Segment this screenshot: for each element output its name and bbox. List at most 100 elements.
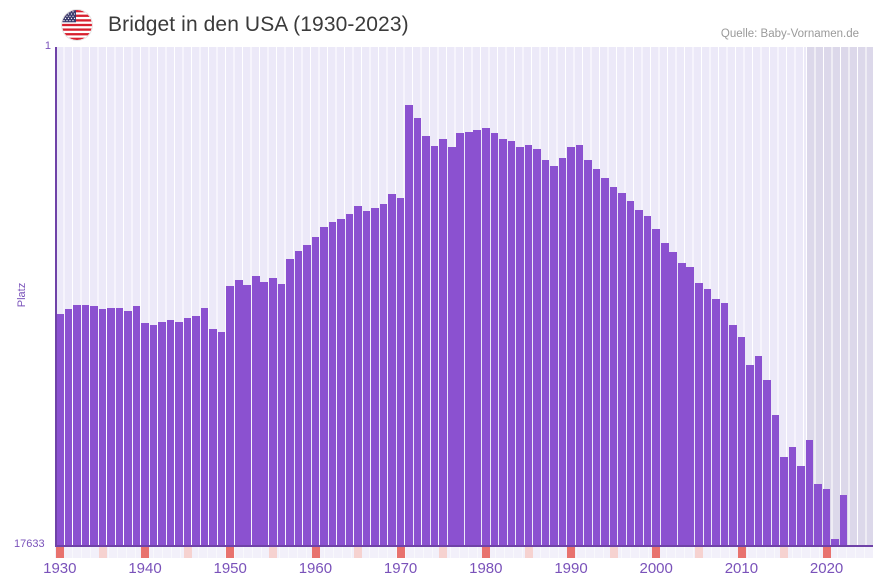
bar-2022[interactable] (839, 495, 848, 545)
bar-1981[interactable] (490, 133, 499, 545)
bar-1991[interactable] (575, 145, 584, 545)
bar-1982[interactable] (499, 139, 507, 545)
bar-1960[interactable] (311, 237, 320, 545)
bar-1999[interactable] (643, 216, 652, 545)
bar-1959[interactable] (303, 245, 311, 545)
bar-1954[interactable] (260, 282, 269, 545)
bar-1949[interactable] (217, 332, 226, 545)
bar-1946[interactable] (192, 316, 200, 545)
bar-2013[interactable] (763, 380, 771, 545)
bar-1951[interactable] (234, 280, 243, 545)
bar-1957[interactable] (286, 259, 294, 545)
bar-1936[interactable] (107, 308, 115, 545)
bar-1968[interactable] (379, 204, 388, 545)
bar-1974[interactable] (430, 146, 439, 545)
bar-2020[interactable] (822, 489, 831, 545)
us-flag-icon (62, 10, 92, 40)
bar-1939[interactable] (132, 306, 141, 545)
bar-1937[interactable] (115, 308, 124, 545)
bar-2021[interactable] (831, 539, 839, 545)
x-tick-mark-1950 (226, 547, 235, 558)
bar-1934[interactable] (90, 306, 98, 545)
bar-1973[interactable] (422, 136, 430, 545)
bar-1987[interactable] (541, 160, 550, 545)
bar-1932[interactable] (73, 305, 81, 545)
bar-1972[interactable] (413, 118, 422, 545)
bar-2016[interactable] (788, 447, 797, 545)
bar-1995[interactable] (609, 187, 618, 545)
x-tick-label-2020: 2020 (809, 560, 844, 577)
bar-1977[interactable] (456, 133, 465, 545)
bar-1971[interactable] (405, 105, 413, 545)
bar-2015[interactable] (780, 457, 788, 545)
bar-1944[interactable] (175, 322, 183, 545)
bar-1952[interactable] (243, 285, 252, 545)
bar-2007[interactable] (712, 299, 720, 545)
bar-2008[interactable] (720, 303, 729, 545)
bar-1969[interactable] (388, 194, 396, 545)
bar-series-layer (55, 47, 873, 545)
bar-1935[interactable] (98, 309, 107, 545)
bar-1976[interactable] (447, 147, 456, 545)
bar-1988[interactable] (550, 166, 558, 545)
bar-1940[interactable] (141, 323, 149, 545)
bar-1963[interactable] (337, 219, 345, 545)
bar-2005[interactable] (695, 283, 703, 545)
bar-1958[interactable] (294, 251, 303, 545)
bar-1966[interactable] (362, 211, 371, 545)
bar-1994[interactable] (601, 178, 609, 545)
bar-1930[interactable] (56, 314, 64, 545)
bar-1978[interactable] (464, 132, 473, 545)
x-tick-label-1960: 1960 (298, 560, 333, 577)
bar-1953[interactable] (251, 276, 260, 545)
bar-1979[interactable] (473, 130, 482, 545)
bar-1948[interactable] (209, 329, 217, 545)
bar-1943[interactable] (166, 320, 175, 545)
bar-1955[interactable] (269, 278, 277, 545)
bar-1956[interactable] (277, 284, 286, 545)
bar-1996[interactable] (618, 193, 626, 545)
bar-2011[interactable] (746, 365, 754, 545)
bar-1986[interactable] (533, 149, 541, 545)
bar-1984[interactable] (516, 147, 524, 545)
bar-1961[interactable] (320, 227, 328, 545)
bar-1931[interactable] (64, 309, 73, 545)
x-tick-mark-2000 (652, 547, 661, 558)
bar-1938[interactable] (124, 311, 132, 545)
bar-1962[interactable] (328, 222, 337, 545)
bar-2012[interactable] (754, 356, 763, 545)
bar-1990[interactable] (567, 147, 575, 545)
bar-2017[interactable] (797, 466, 805, 545)
bar-2003[interactable] (677, 263, 686, 545)
bar-2009[interactable] (729, 325, 737, 545)
bar-2010[interactable] (737, 337, 746, 545)
bar-1933[interactable] (81, 305, 90, 545)
bar-2019[interactable] (814, 484, 822, 545)
bar-1989[interactable] (558, 158, 567, 545)
bar-1998[interactable] (635, 210, 643, 545)
bar-1941[interactable] (149, 325, 158, 545)
bar-1983[interactable] (507, 141, 516, 545)
bar-1964[interactable] (345, 214, 354, 545)
bar-1945[interactable] (183, 318, 192, 545)
bar-2000[interactable] (652, 229, 660, 545)
bar-2002[interactable] (669, 252, 678, 545)
bar-2014[interactable] (771, 415, 780, 545)
bar-1975[interactable] (439, 139, 447, 545)
bar-1993[interactable] (592, 169, 601, 545)
bar-1992[interactable] (584, 160, 592, 545)
bar-1985[interactable] (524, 145, 533, 545)
bar-2006[interactable] (703, 289, 712, 545)
bar-1967[interactable] (371, 208, 379, 545)
bar-1942[interactable] (158, 322, 166, 545)
bar-2018[interactable] (805, 440, 814, 545)
bar-1947[interactable] (200, 308, 209, 545)
bar-1950[interactable] (226, 286, 234, 545)
bar-2001[interactable] (660, 243, 669, 545)
bar-1997[interactable] (626, 201, 635, 545)
bar-1980[interactable] (482, 128, 490, 545)
bar-1970[interactable] (396, 198, 405, 545)
bar-2004[interactable] (686, 267, 695, 545)
x-tick-label-1940: 1940 (128, 560, 162, 577)
bar-1965[interactable] (354, 206, 362, 545)
